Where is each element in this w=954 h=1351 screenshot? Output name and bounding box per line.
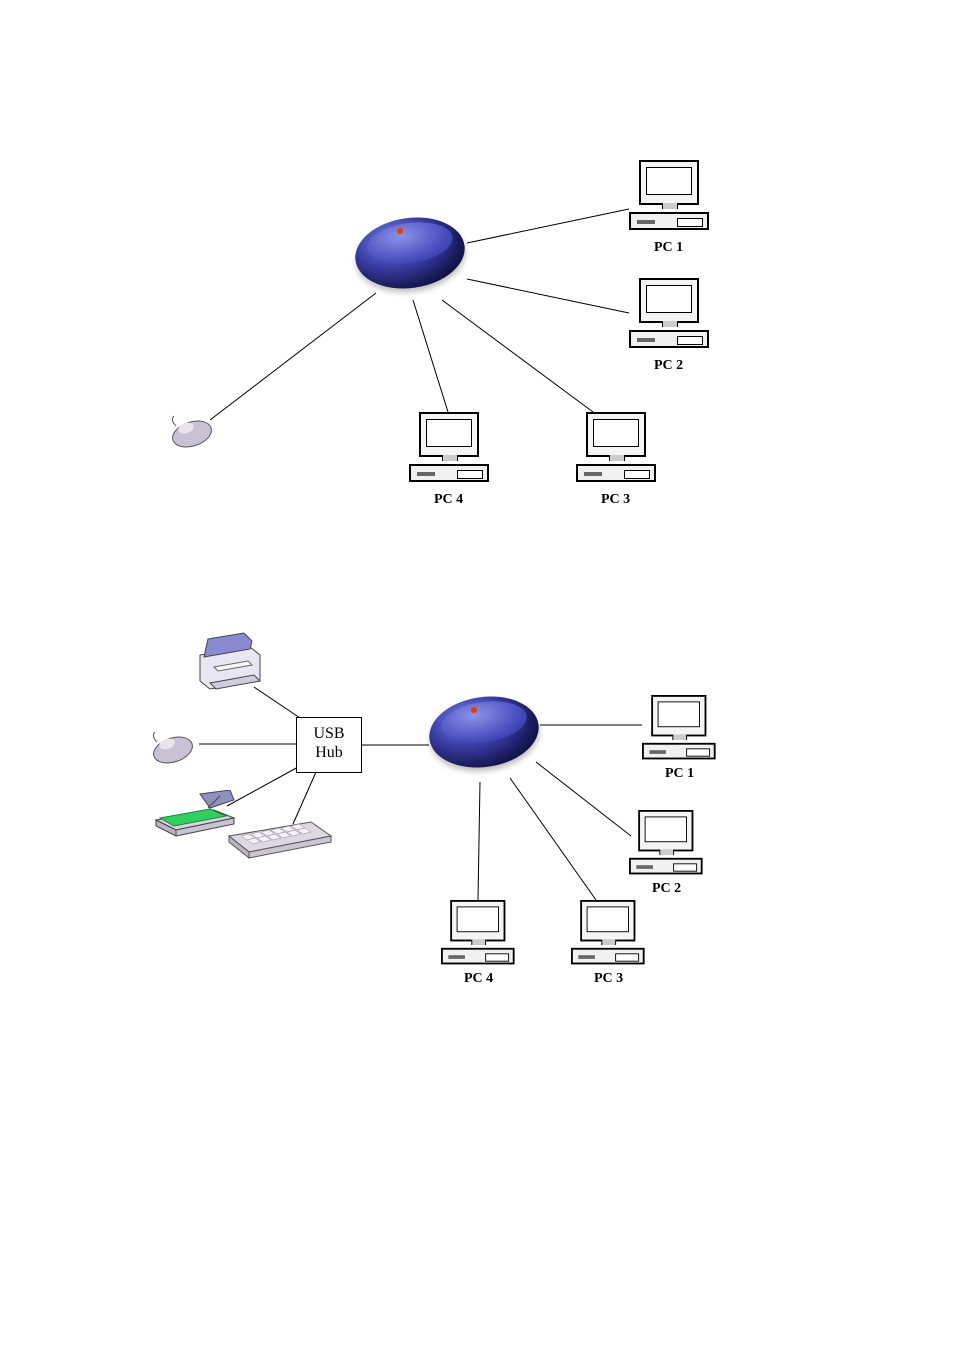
pc-icon	[629, 160, 709, 230]
keyboard-icon	[225, 818, 335, 863]
mouse-icon	[149, 728, 201, 764]
printer-icon	[190, 627, 270, 697]
usb-switch-device	[429, 697, 539, 767]
pc-icon	[441, 900, 515, 964]
mouse-icon	[168, 412, 220, 448]
pc-icon	[576, 412, 656, 482]
connection-lines	[0, 0, 954, 1351]
pc-icon	[629, 810, 703, 874]
pc-icon	[571, 900, 645, 964]
pc-label: PC 2	[652, 881, 681, 897]
pc-label: PC 1	[654, 240, 683, 256]
pc-icon	[409, 412, 489, 482]
usb-hub-box: USB Hub	[296, 717, 362, 773]
hub-label-line1: USB	[313, 725, 344, 742]
pc-label: PC 3	[594, 971, 623, 987]
pc-label: PC 4	[434, 492, 463, 508]
pc-label: PC 2	[654, 358, 683, 374]
usb-switch-device	[355, 218, 465, 288]
pc-label: PC 1	[665, 766, 694, 782]
pc-label: PC 3	[601, 492, 630, 508]
hub-label-line2: Hub	[315, 744, 343, 761]
pc-label: PC 4	[464, 971, 493, 987]
pc-icon	[629, 278, 709, 348]
pc-icon	[642, 695, 716, 759]
diagram-canvas: PC 1 PC 2 PC 3 PC 4	[0, 0, 954, 1351]
